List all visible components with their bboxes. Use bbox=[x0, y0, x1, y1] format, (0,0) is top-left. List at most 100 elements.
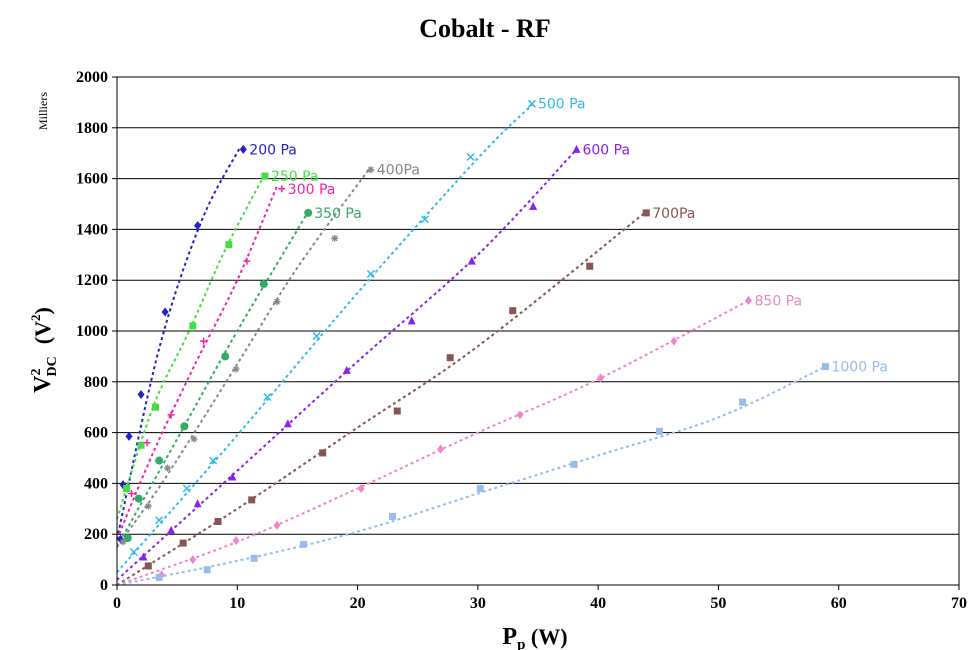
series-300-pa bbox=[127, 185, 286, 498]
point-500-pa-5 bbox=[312, 332, 321, 341]
point-850-pa-8 bbox=[670, 336, 678, 346]
point-700pa-7 bbox=[509, 307, 517, 315]
y-tick-label-1600: 1600 bbox=[76, 171, 108, 188]
y-label-unit-close: ) bbox=[30, 307, 55, 314]
point-1000-pa-1 bbox=[203, 566, 211, 574]
point-600-pa-6 bbox=[407, 316, 416, 325]
x-label-unit: (W) bbox=[525, 624, 567, 649]
point-500-pa-4 bbox=[263, 393, 272, 402]
point-500-pa-8 bbox=[466, 152, 475, 162]
point-850-pa-6 bbox=[516, 410, 524, 420]
point-1000-pa-5 bbox=[476, 484, 484, 492]
point-700pa-9 bbox=[642, 209, 650, 217]
series-label-850-pa: 850 Pa bbox=[755, 294, 803, 310]
point-600-pa-1 bbox=[167, 525, 176, 534]
point-600-pa-4 bbox=[283, 419, 292, 428]
point-850-pa-2 bbox=[232, 536, 240, 546]
point-850-pa-5 bbox=[437, 444, 445, 454]
point-200-pa-6 bbox=[239, 144, 247, 154]
point-700pa-8 bbox=[586, 262, 594, 270]
point-700pa-6 bbox=[446, 354, 454, 362]
series-850-pa bbox=[158, 296, 752, 580]
point-200-pa-4 bbox=[161, 307, 169, 317]
x-label-sub: p bbox=[517, 637, 525, 650]
x-tick-label-20: 20 bbox=[350, 595, 366, 612]
trendline-350-pa bbox=[116, 211, 310, 548]
point-700pa-1 bbox=[179, 539, 187, 547]
point-1000-pa-9 bbox=[821, 363, 829, 371]
series-label-200-pa: 200 Pa bbox=[249, 142, 297, 158]
point-700pa-3 bbox=[248, 496, 256, 504]
y-tick-label-1200: 1200 bbox=[76, 272, 108, 289]
x-tick-labels: 0 10 20 30 40 50 60 70 bbox=[113, 595, 967, 612]
series-700pa bbox=[144, 209, 650, 570]
point-300-pa-5 bbox=[278, 185, 286, 193]
point-1000-pa-7 bbox=[655, 427, 663, 435]
point-850-pa-1 bbox=[189, 555, 197, 565]
series-400pa bbox=[119, 166, 375, 546]
x-label-main: P bbox=[502, 624, 517, 650]
point-200-pa-2 bbox=[125, 431, 133, 441]
point-600-pa-7 bbox=[467, 256, 476, 265]
point-350-pa-5 bbox=[259, 280, 268, 289]
point-200-pa-3 bbox=[137, 390, 145, 399]
y-tick-label-800: 800 bbox=[84, 374, 108, 391]
point-500-pa-2 bbox=[182, 484, 191, 493]
point-500-pa-6 bbox=[366, 269, 375, 278]
trendline-600-pa bbox=[116, 148, 578, 581]
point-850-pa-4 bbox=[357, 483, 365, 493]
y-label-unit-sup: 2 bbox=[28, 315, 43, 322]
point-1000-pa-4 bbox=[388, 512, 396, 520]
x-axis-label: Pp (W) bbox=[502, 624, 567, 650]
x-tick-label-30: 30 bbox=[470, 595, 486, 612]
axes bbox=[112, 76, 960, 590]
point-250-pa-2 bbox=[151, 403, 159, 411]
trendline-300-pa bbox=[116, 185, 278, 540]
y-tick-label-600: 600 bbox=[84, 425, 108, 442]
point-500-pa-7 bbox=[420, 215, 429, 224]
point-300-pa-2 bbox=[167, 411, 175, 419]
series-label-300-pa: 300 Pa bbox=[288, 182, 336, 198]
point-600-pa-9 bbox=[572, 144, 581, 153]
point-400pa-5 bbox=[273, 298, 281, 306]
point-400pa-1 bbox=[144, 502, 152, 510]
y-tick-label-1800: 1800 bbox=[76, 120, 108, 137]
trendline-1000-pa bbox=[116, 365, 826, 586]
point-200-pa-5 bbox=[194, 221, 202, 231]
trend-lines bbox=[116, 104, 826, 586]
point-400pa-7 bbox=[367, 166, 375, 174]
point-700pa-2 bbox=[214, 518, 222, 525]
point-1000-pa-0 bbox=[155, 573, 163, 581]
y-label-sup: 2 bbox=[29, 368, 44, 375]
point-700pa-5 bbox=[393, 407, 401, 415]
series-350-pa bbox=[123, 208, 313, 543]
point-700pa-0 bbox=[144, 562, 152, 570]
series-label-400pa: 400Pa bbox=[377, 163, 420, 179]
point-300-pa-0 bbox=[127, 490, 135, 498]
x-tick-label-60: 60 bbox=[831, 595, 847, 612]
point-300-pa-4 bbox=[243, 257, 251, 265]
y-tick-label-0: 0 bbox=[100, 577, 108, 594]
point-400pa-6 bbox=[331, 234, 339, 242]
chart-title: Cobalt - RF bbox=[419, 14, 550, 43]
trendline-500-pa bbox=[116, 104, 533, 573]
y-tick-label-400: 400 bbox=[84, 475, 108, 492]
point-400pa-4 bbox=[232, 365, 240, 373]
point-250-pa-1 bbox=[137, 441, 145, 449]
point-350-pa-6 bbox=[304, 208, 313, 217]
series-1000-pa bbox=[155, 363, 829, 581]
series-label-350-pa: 350 Pa bbox=[314, 206, 362, 222]
point-850-pa-3 bbox=[273, 520, 281, 530]
point-500-pa-1 bbox=[155, 516, 164, 525]
x-tick-label-40: 40 bbox=[590, 595, 606, 612]
point-300-pa-3 bbox=[200, 337, 208, 345]
series-label-500-pa: 500 Pa bbox=[538, 97, 586, 113]
point-350-pa-1 bbox=[134, 494, 143, 503]
y-tick-labels: 0 200 400 600 800 1000 1200 1400 1600 1800 2000 bbox=[76, 69, 108, 594]
trendline-200-pa bbox=[116, 147, 241, 540]
point-600-pa-2 bbox=[193, 499, 202, 508]
trendline-700pa bbox=[116, 210, 647, 586]
y-label-main: V bbox=[30, 375, 56, 393]
